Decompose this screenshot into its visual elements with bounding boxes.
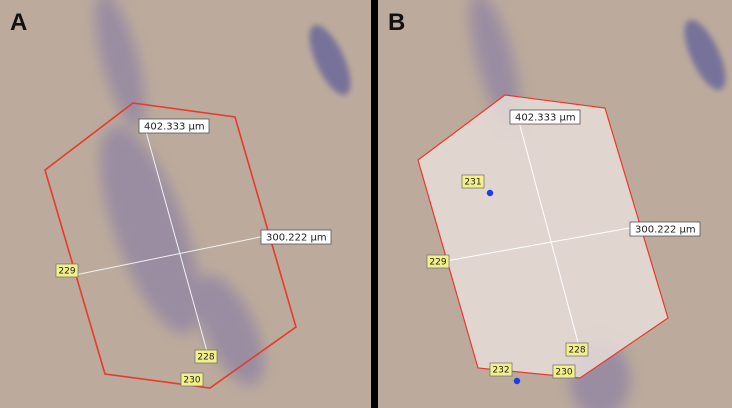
panel-letter: A <box>10 9 27 36</box>
marker-label: 231 <box>464 178 481 188</box>
panel-letter: B <box>388 9 405 36</box>
measurement-label: 402.333 µm <box>144 122 205 133</box>
panel-a: A 402.333 µm 300.222 µm 229 228 230 <box>0 0 371 408</box>
marker-label: 229 <box>58 267 75 277</box>
measurement-label: 300.222 µm <box>635 225 696 236</box>
measurement-label: 300.222 µm <box>266 233 327 244</box>
marker-label: 229 <box>429 258 446 268</box>
marker-label: 228 <box>197 353 214 363</box>
panel-b: B 402.333 µm 300.222 µm 231 229 228 232 … <box>378 0 732 408</box>
figure: A 402.333 µm 300.222 µm 229 228 230 B 40… <box>0 0 732 408</box>
marker-label: 230 <box>555 368 572 378</box>
marker-label: 232 <box>492 366 509 376</box>
measurement-label: 402.333 µm <box>515 113 576 124</box>
marker-label: 228 <box>568 346 585 356</box>
marker-label: 230 <box>183 376 200 386</box>
